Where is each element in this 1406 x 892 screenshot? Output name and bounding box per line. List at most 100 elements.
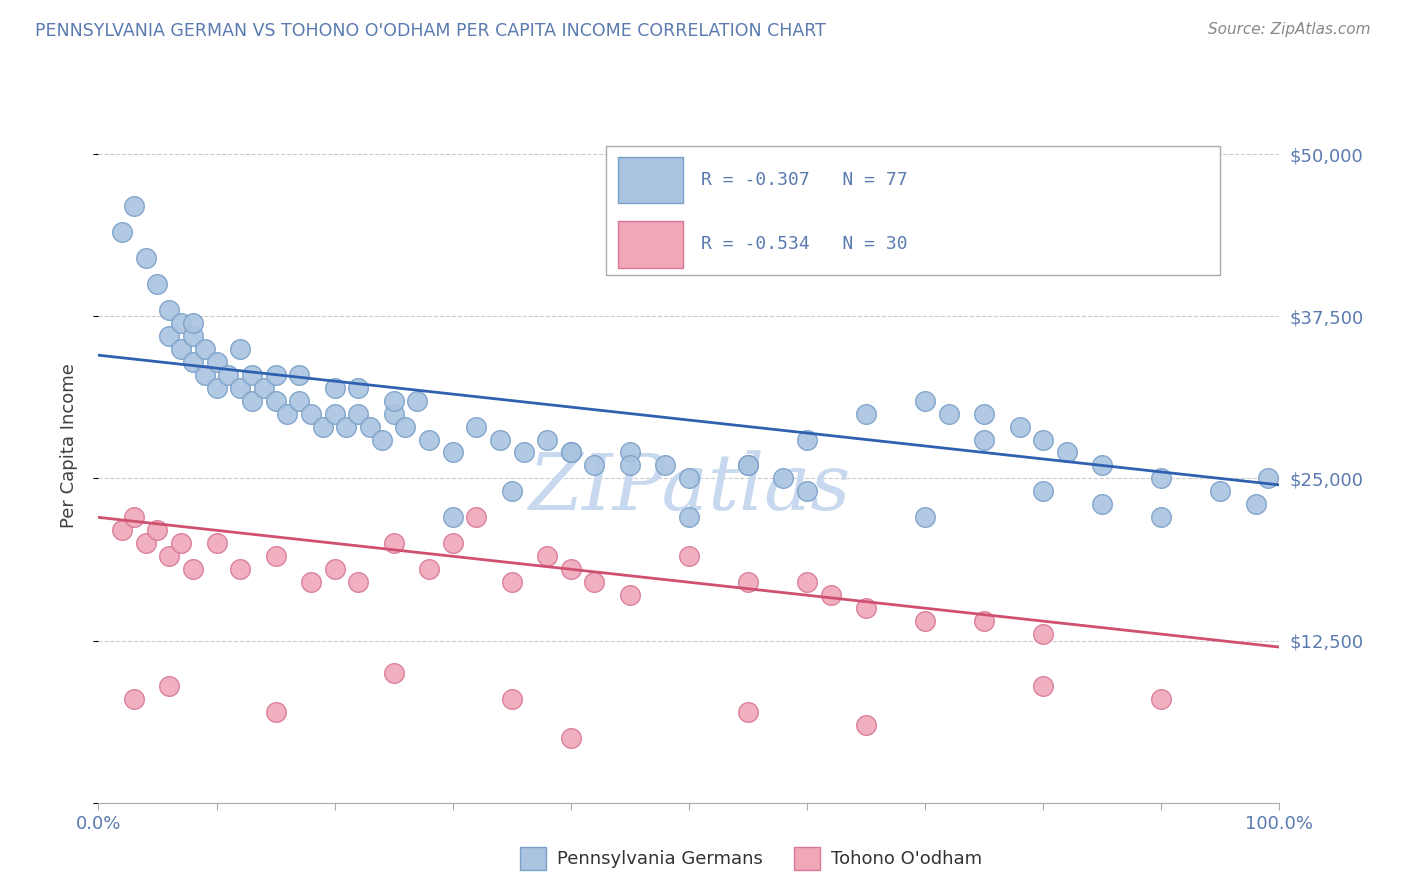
Point <box>371 433 394 447</box>
Point <box>560 562 582 576</box>
Point <box>583 575 606 590</box>
Point <box>335 419 357 434</box>
Point <box>288 393 311 408</box>
Point <box>678 471 700 485</box>
Point <box>1056 445 1078 459</box>
Point <box>619 458 641 473</box>
Point <box>122 199 145 213</box>
Point <box>1032 433 1054 447</box>
Point <box>1244 497 1267 511</box>
Point <box>217 368 239 382</box>
Point <box>347 381 370 395</box>
Point <box>512 445 534 459</box>
Point <box>122 510 145 524</box>
Point <box>181 354 204 368</box>
Point <box>181 562 204 576</box>
Point <box>253 381 276 395</box>
Point <box>299 407 322 421</box>
Text: R = -0.307   N = 77: R = -0.307 N = 77 <box>700 171 907 189</box>
Point <box>914 393 936 408</box>
Text: Pennsylvania Germans: Pennsylvania Germans <box>557 849 762 868</box>
Point <box>205 536 228 550</box>
Point <box>796 484 818 499</box>
Point <box>359 419 381 434</box>
Point <box>583 458 606 473</box>
Point <box>1150 692 1173 706</box>
Point <box>157 328 180 343</box>
Point <box>264 368 287 382</box>
Point <box>1209 484 1232 499</box>
Point <box>737 575 759 590</box>
Point <box>855 407 877 421</box>
Point <box>441 510 464 524</box>
Point <box>382 393 405 408</box>
Point <box>157 679 180 693</box>
Point <box>181 328 204 343</box>
Y-axis label: Per Capita Income: Per Capita Income <box>59 364 77 528</box>
Point <box>111 524 134 538</box>
Point <box>122 692 145 706</box>
Point <box>914 510 936 524</box>
Text: Tohono O'odham: Tohono O'odham <box>831 849 981 868</box>
Point <box>181 316 204 330</box>
Point <box>323 381 346 395</box>
Point <box>229 342 252 356</box>
Point <box>1150 510 1173 524</box>
Point <box>382 407 405 421</box>
Point <box>146 524 169 538</box>
Point <box>240 368 263 382</box>
Point <box>489 433 512 447</box>
Point <box>1091 458 1114 473</box>
Point <box>465 510 488 524</box>
Point <box>170 536 193 550</box>
Point <box>855 601 877 615</box>
Point <box>973 614 995 628</box>
Point <box>1091 497 1114 511</box>
Point <box>973 433 995 447</box>
Point <box>135 536 157 550</box>
Point <box>382 536 405 550</box>
Point <box>796 433 818 447</box>
Point <box>441 445 464 459</box>
Point <box>1257 471 1279 485</box>
Point <box>772 471 794 485</box>
Point <box>418 433 440 447</box>
Point <box>678 549 700 564</box>
Point <box>501 575 523 590</box>
Point <box>157 302 180 317</box>
Point <box>737 458 759 473</box>
Point <box>737 458 759 473</box>
Point <box>501 692 523 706</box>
Point <box>347 407 370 421</box>
Point <box>560 445 582 459</box>
Point <box>678 510 700 524</box>
Point <box>619 445 641 459</box>
Point <box>264 393 287 408</box>
Point <box>536 549 558 564</box>
Point <box>536 433 558 447</box>
Point <box>1008 419 1031 434</box>
Point <box>264 705 287 719</box>
Point <box>288 368 311 382</box>
Point <box>501 484 523 499</box>
Point <box>418 562 440 576</box>
Point <box>382 666 405 681</box>
Point <box>394 419 416 434</box>
Point <box>194 368 217 382</box>
Point <box>855 718 877 732</box>
Point <box>973 407 995 421</box>
Point <box>194 342 217 356</box>
Point <box>240 393 263 408</box>
Point <box>1150 471 1173 485</box>
Point <box>264 549 287 564</box>
Point <box>914 614 936 628</box>
Point <box>135 251 157 265</box>
Point <box>441 536 464 550</box>
Point <box>1032 627 1054 641</box>
Point <box>323 407 346 421</box>
Point <box>229 562 252 576</box>
Point <box>170 342 193 356</box>
Point <box>299 575 322 590</box>
Text: R = -0.534   N = 30: R = -0.534 N = 30 <box>700 235 907 253</box>
FancyBboxPatch shape <box>606 146 1220 275</box>
